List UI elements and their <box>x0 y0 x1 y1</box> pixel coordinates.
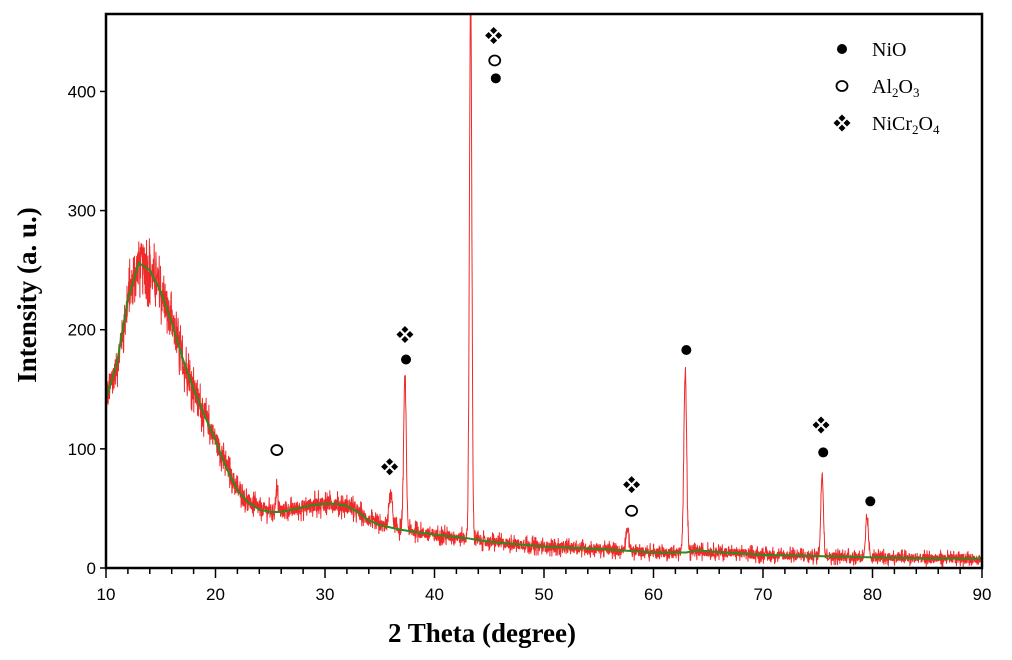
legend-label: Al2O3 <box>872 76 919 100</box>
legend-label: NiO <box>872 39 906 61</box>
diamond-petal <box>623 481 631 489</box>
diamond-petal <box>822 421 830 429</box>
diamond-petal <box>812 421 820 429</box>
y-tick-label: 0 <box>87 559 96 578</box>
y-tick-label: 200 <box>68 321 96 340</box>
legend-label: NiCr2O4 <box>872 113 940 137</box>
diamond-petal <box>843 119 851 127</box>
peak-marker-filled-circle <box>818 447 829 458</box>
peak-marker-four-diamond <box>396 325 414 343</box>
diamond-petal <box>838 124 846 132</box>
x-tick-label: 40 <box>425 585 444 604</box>
y-tick-label: 100 <box>68 440 96 459</box>
legend-filled-circle-icon <box>837 44 847 54</box>
diamond-petal <box>401 335 409 343</box>
peak-marker-four-diamond <box>812 416 830 434</box>
x-axis-title: 2 Theta (degree) <box>388 618 576 648</box>
x-tick-label: 50 <box>535 585 554 604</box>
diamond-petal <box>396 330 404 338</box>
legend-four-diamond-icon <box>833 114 851 132</box>
diamond-petal <box>628 476 636 484</box>
x-tick-label: 10 <box>97 585 116 604</box>
diamond-petal <box>386 468 394 476</box>
x-tick-label: 30 <box>316 585 335 604</box>
diamond-petal <box>391 463 399 471</box>
peak-marker-four-diamond <box>623 476 641 494</box>
diamond-petal <box>386 458 394 466</box>
y-tick-label: 300 <box>68 202 96 221</box>
diamond-petal <box>495 31 503 39</box>
x-tick-label: 80 <box>863 585 882 604</box>
x-tick-label: 70 <box>754 585 773 604</box>
peak-marker-open-circle <box>625 504 638 517</box>
peak-marker-open-circle <box>270 444 284 456</box>
diamond-petal <box>817 416 825 424</box>
diamond-petal <box>628 486 636 494</box>
y-axis-title: Intensity (a. u.) <box>12 207 42 383</box>
x-tick-label: 90 <box>973 585 992 604</box>
diamond-petal <box>490 26 498 34</box>
diamond-petal <box>838 114 846 122</box>
diamond-petal <box>381 463 389 471</box>
peak-marker-four-diamond <box>485 26 503 44</box>
peak-marker-filled-circle <box>490 73 501 84</box>
diamond-petal <box>485 31 493 39</box>
peak-marker-filled-circle <box>401 354 412 365</box>
diamond-petal <box>401 325 409 333</box>
x-axis: 10 20 30 40 50 60 70 80 90 <box>97 568 992 604</box>
y-tick-label: 400 <box>68 82 96 101</box>
peak-marker-filled-circle <box>681 344 692 355</box>
x-tick-label: 60 <box>644 585 663 604</box>
diamond-petal <box>406 330 414 338</box>
peak-marker-four-diamond <box>381 458 399 476</box>
diamond-petal <box>817 426 825 434</box>
legend: NiO Al2O3 NiCr2O4 <box>833 39 940 137</box>
peak-marker-filled-circle <box>865 496 876 507</box>
diamond-petal <box>490 36 498 44</box>
peak-marker-open-circle <box>488 54 502 67</box>
measured-pattern-line <box>106 14 982 568</box>
y-axis: 0 100 200 300 400 <box>68 82 106 578</box>
smoothed-background-line <box>106 261 982 560</box>
x-tick-label: 20 <box>206 585 225 604</box>
diamond-petal <box>833 119 841 127</box>
legend-open-circle-icon <box>835 80 849 92</box>
diamond-petal <box>633 481 641 489</box>
